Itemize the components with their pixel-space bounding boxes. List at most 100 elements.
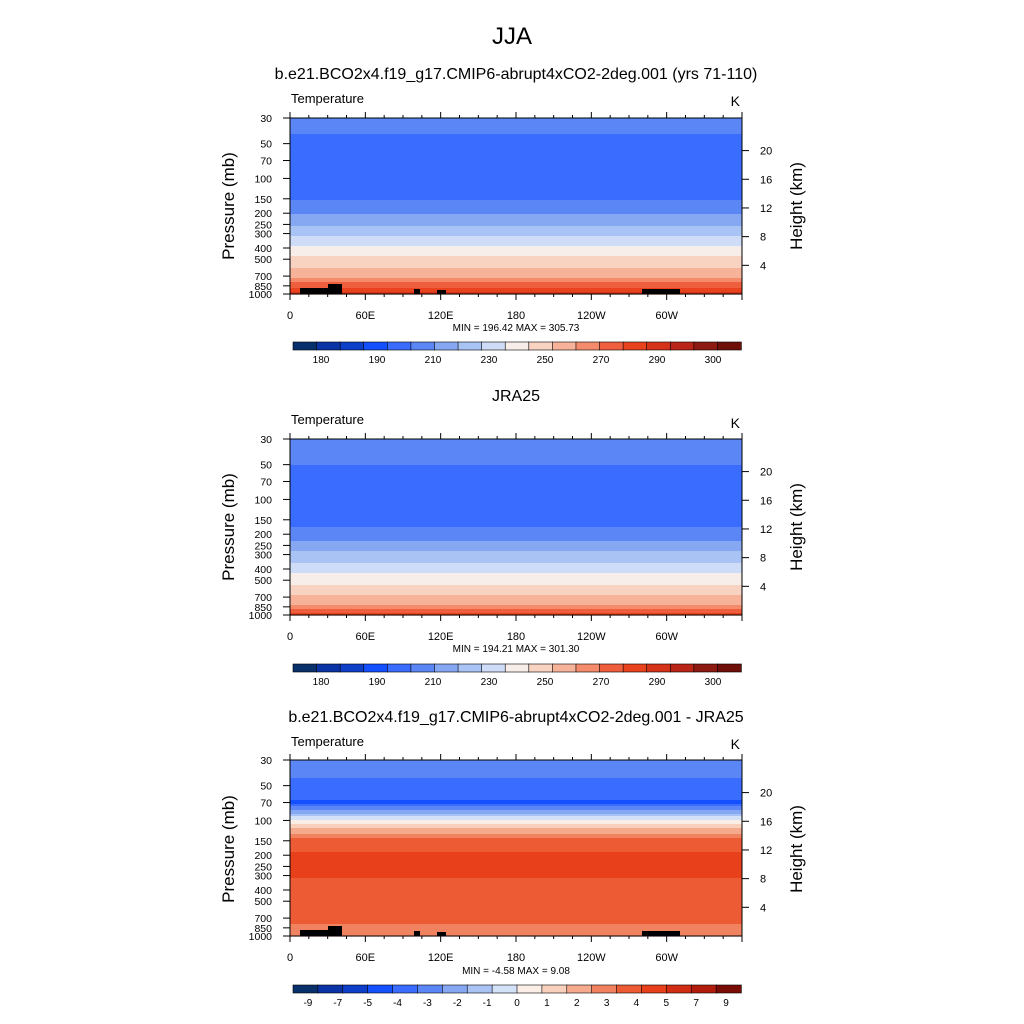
contour-band xyxy=(290,196,742,199)
contour-band xyxy=(290,495,742,498)
contour-band xyxy=(290,549,742,552)
colorbar-box xyxy=(434,341,459,351)
y-tick-label-right: 20 xyxy=(760,788,772,800)
contour-band xyxy=(290,525,742,528)
contour-band xyxy=(290,585,742,588)
land-mask xyxy=(300,288,330,294)
x-tick-label: 60E xyxy=(356,310,376,322)
x-tick-label: 180 xyxy=(507,952,525,964)
colorbar-box xyxy=(616,984,643,994)
contour-band xyxy=(290,459,742,462)
contour-band xyxy=(290,242,742,245)
colorbar-label: 1 xyxy=(544,998,550,1009)
contour-band xyxy=(290,928,742,931)
contour-band xyxy=(290,162,742,165)
colorbar-box xyxy=(457,341,483,351)
contour-band xyxy=(290,118,742,121)
colorbar-box xyxy=(387,341,412,351)
contour-band xyxy=(290,569,742,572)
colorbar-box xyxy=(646,341,671,351)
contour-band xyxy=(290,489,742,492)
x-tick-label: 60E xyxy=(356,952,376,964)
land-mask xyxy=(328,284,342,294)
contour-band xyxy=(290,238,742,241)
contour-band xyxy=(290,874,742,877)
y-axis-label-right: Height (km) xyxy=(787,805,806,893)
contour-band xyxy=(290,571,742,574)
colorbar-box xyxy=(666,984,692,994)
contour-band xyxy=(290,487,742,490)
contour-band xyxy=(290,778,742,781)
y-tick-label-right: 20 xyxy=(760,146,772,158)
y-tick-label: 70 xyxy=(260,798,272,810)
contour-band xyxy=(290,160,742,163)
contour-band xyxy=(290,772,742,775)
stats-text: MIN = 196.42 MAX = 305.73 xyxy=(453,323,580,334)
colorbar-label: 2 xyxy=(574,998,580,1009)
colorbar-label: 190 xyxy=(369,355,386,366)
colorbar-box xyxy=(342,984,369,994)
contour-band xyxy=(290,439,742,442)
contour-band xyxy=(290,172,742,175)
colorbar-box xyxy=(504,341,530,351)
y-axis-label-right: Height (km) xyxy=(787,162,806,250)
contour-band xyxy=(290,180,742,183)
x-tick-label: 120W xyxy=(577,310,606,322)
contour-band xyxy=(290,527,742,530)
contour-band xyxy=(290,166,742,169)
contour-band xyxy=(290,214,742,217)
y-tick-label: 500 xyxy=(254,896,272,908)
contour-band xyxy=(290,509,742,512)
contour-band xyxy=(290,286,742,289)
colorbar-label: -5 xyxy=(363,998,372,1009)
colorbar-label: 270 xyxy=(593,677,610,688)
colorbar-box xyxy=(599,341,624,351)
colorbar: 180 190 210 230 250 270 290 300 xyxy=(292,341,742,366)
contour-band xyxy=(290,854,742,857)
contour-band xyxy=(290,858,742,861)
x-tick-label: 0 xyxy=(287,952,293,964)
contour-band xyxy=(290,914,742,917)
contour-band xyxy=(290,589,742,592)
colorbar-box xyxy=(292,663,318,673)
contour-band xyxy=(290,204,742,207)
contour-band xyxy=(290,190,742,193)
y-tick-label: 70 xyxy=(260,156,272,168)
contour-band xyxy=(290,786,742,789)
contour-band xyxy=(290,136,742,139)
contour-band xyxy=(290,485,742,488)
x-tick-label: 0 xyxy=(287,310,293,322)
contour-band xyxy=(290,575,742,578)
y-tick-label-right: 4 xyxy=(760,581,766,593)
contour-band xyxy=(290,266,742,269)
contour-band xyxy=(290,870,742,873)
contour-band xyxy=(290,577,742,580)
contour-band xyxy=(290,198,742,201)
units-label: K xyxy=(731,736,741,752)
contour-band xyxy=(290,828,742,831)
contour-band xyxy=(290,276,742,279)
figure-title: JJA xyxy=(492,23,532,50)
y-axis-label: Pressure (mb) xyxy=(219,152,238,260)
contour-band xyxy=(290,254,742,257)
contour-band xyxy=(290,595,742,598)
contour-band xyxy=(290,463,742,466)
colorbar-box xyxy=(339,663,365,673)
colorbar-box xyxy=(566,984,593,994)
contour-band xyxy=(290,607,742,610)
panel-title: b.e21.BCO2x4.f19_g17.CMIP6-abrupt4xCO2-2… xyxy=(288,709,743,726)
contour-band xyxy=(290,555,742,558)
colorbar-label: -3 xyxy=(423,998,432,1009)
colorbar-box xyxy=(292,984,319,994)
contour-band xyxy=(290,613,742,616)
left-string: Temperature xyxy=(291,412,364,427)
contour-band xyxy=(290,886,742,889)
contour-band xyxy=(290,856,742,859)
y-tick-label-right: 16 xyxy=(760,816,772,828)
land-mask xyxy=(414,931,420,936)
contour-band xyxy=(290,292,742,295)
colorbar-label: 290 xyxy=(649,677,666,688)
contour-band xyxy=(290,599,742,602)
colorbar-box xyxy=(410,663,436,673)
contour-band xyxy=(290,774,742,777)
